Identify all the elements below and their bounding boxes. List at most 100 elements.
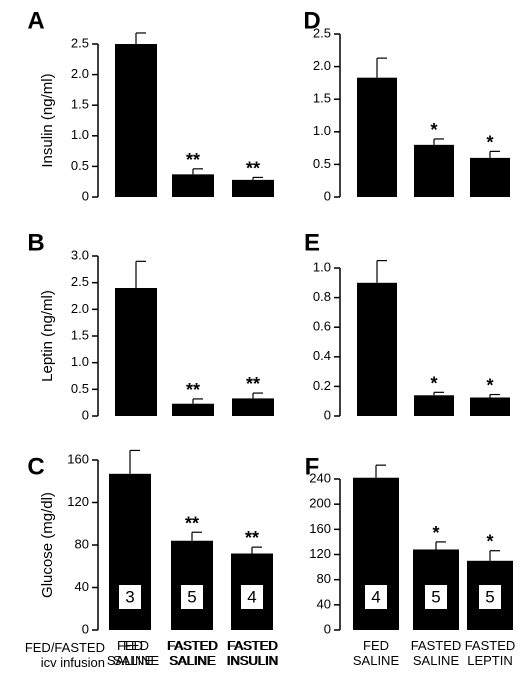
y-tick-label: 0.6: [313, 319, 331, 334]
panel-d: D 0 0.5 1.0 1.5 2.0 2.5 * *: [303, 7, 510, 203]
y-tick-label: 120: [67, 494, 89, 509]
y-tick-label: 0.5: [71, 381, 89, 396]
y-tick-label: 40: [75, 579, 89, 594]
y-tick-label: 1.5: [71, 97, 89, 112]
n-box: [479, 585, 501, 609]
y-tick-label: 200: [309, 496, 331, 511]
y-tick-label: 0: [324, 621, 331, 636]
y-tick-label: 3.0: [71, 247, 89, 262]
panel-b: B 0 0.5 1.0 1.5 2.0 2.5 3.0 Leptin (ng/ml) ** **: [27, 229, 274, 422]
y-tick-label: 0.2: [313, 378, 331, 393]
y-tick-label: 80: [317, 571, 331, 586]
bar: [357, 77, 397, 197]
category-label: SALINE: [107, 653, 154, 668]
category-label: SALINE: [413, 653, 460, 668]
bar: [357, 282, 397, 416]
significance-marker: **: [246, 158, 260, 178]
category-label: FASTED: [167, 638, 218, 653]
bar: [414, 144, 454, 197]
category-label: FASTED: [465, 638, 516, 653]
y-tick-label: 0.5: [71, 158, 89, 173]
significance-marker: *: [432, 523, 439, 543]
significance-marker: *: [486, 376, 493, 396]
n-label: 4: [247, 587, 256, 606]
category-label: INSULIN: [227, 653, 278, 668]
category-label: SALINE: [113, 653, 160, 668]
y-tick-label: 0.5: [313, 156, 331, 171]
y-tick-label: 2.0: [313, 58, 331, 73]
significance-marker: *: [430, 373, 437, 393]
y-tick-label: 2.5: [313, 25, 331, 40]
significance-marker: *: [486, 132, 493, 152]
y-tick-label: 0: [82, 621, 89, 636]
category-label: FED: [117, 638, 143, 653]
y-axis-title: Glucose (mg/dl): [39, 492, 56, 598]
y-tick-label: 0.8: [313, 289, 331, 304]
bar: [470, 157, 510, 197]
category-label: FED: [123, 638, 149, 653]
bar: [115, 288, 157, 416]
y-tick-label: 0.4: [313, 348, 331, 363]
significance-marker: *: [430, 120, 437, 140]
bar: [232, 398, 274, 416]
category-label: FASTED: [168, 638, 219, 653]
bar: [172, 403, 214, 416]
bar: [470, 397, 510, 416]
significance-marker: **: [186, 380, 200, 400]
significance-marker: **: [185, 513, 199, 533]
y-tick-label: 0: [324, 407, 331, 422]
category-label: FASTED: [227, 638, 278, 653]
row-label-icv-infusion: icv infusion: [41, 655, 105, 670]
y-tick-label: 1.0: [71, 127, 89, 142]
significance-marker: *: [486, 532, 493, 552]
y-axis-title: Leptin (ng/ml): [39, 290, 56, 382]
significance-marker: **: [186, 150, 200, 170]
category-label: FED: [363, 638, 389, 653]
y-tick-label: 160: [67, 451, 89, 466]
bar: [172, 174, 214, 197]
row-label-fed-fasted: FED/FASTED: [25, 640, 105, 655]
category-label: SALINE: [170, 653, 217, 668]
y-tick-label: 1.5: [71, 327, 89, 342]
category-label: INSULIN: [226, 653, 277, 668]
y-tick-label: 160: [309, 521, 331, 536]
n-box: [241, 585, 263, 609]
category-label: FASTED: [228, 638, 279, 653]
panel-letter: D: [303, 7, 320, 34]
y-tick-label: 40: [317, 596, 331, 611]
panel-letter: E: [304, 229, 320, 256]
panel-f: F040801201602002404FEDSALINE*5FASTEDSALI…: [305, 453, 516, 668]
y-tick-label: 1.0: [71, 354, 89, 369]
n-box: [365, 585, 387, 609]
panel-e: E 0 0.2 0.4 0.6 0.8 1.0 * *: [304, 229, 510, 422]
n-label: 5: [431, 587, 440, 606]
panel-letter: B: [27, 229, 44, 256]
category-label: SALINE: [169, 653, 216, 668]
n-label: 4: [371, 587, 380, 606]
y-tick-label: 240: [309, 470, 331, 485]
y-tick-label: 2.0: [71, 66, 89, 81]
y-tick-label: 0: [82, 407, 89, 422]
panel-letter: A: [27, 7, 44, 34]
y-tick-label: 2.5: [71, 35, 89, 50]
n-label: 5: [485, 587, 494, 606]
panel-letter: F: [305, 453, 320, 480]
y-tick-label: 2.0: [71, 301, 89, 316]
row-labels: FED/FASTED icv infusion: [25, 640, 105, 670]
y-tick-label: 80: [75, 536, 89, 551]
category-label: SALINE: [353, 653, 400, 668]
y-tick-label: 2.5: [71, 274, 89, 289]
y-tick-label: 0: [82, 188, 89, 203]
significance-marker: **: [246, 374, 260, 394]
n-label: 3: [125, 587, 134, 606]
y-tick-label: 1.0: [313, 259, 331, 274]
y-tick-label: 120: [309, 546, 331, 561]
category-label: FASTED: [411, 638, 462, 653]
bar: [232, 179, 274, 197]
bar: [414, 395, 454, 416]
n-box: [119, 585, 141, 609]
y-axis-title: Insulin (ng/ml): [39, 73, 56, 167]
